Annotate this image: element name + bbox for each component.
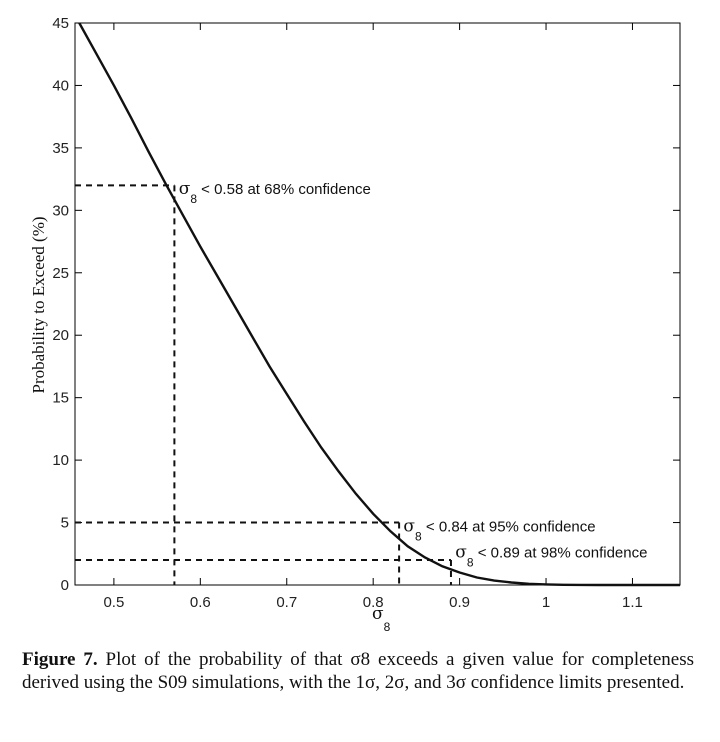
y-tick-label: 40 [52, 77, 69, 94]
y-tick-label: 20 [52, 327, 69, 344]
probability-curve [78, 22, 680, 587]
annotation-symbol: σ [403, 516, 415, 536]
annotation-text: < 0.89 at 98% confidence [474, 545, 648, 562]
figure-caption: Figure 7. Plot of the probability of tha… [22, 648, 694, 694]
confidence-lines [75, 184, 452, 585]
annotation-subscript: 8 [415, 529, 422, 543]
x-tick-label: 0.8 [363, 594, 384, 611]
y-axis-label: Probability to Exceed (%) [29, 216, 48, 393]
plot-frame [74, 22, 681, 586]
annotation-text: < 0.58 at 68% confidence [197, 181, 371, 198]
axis-ticks [75, 22, 680, 586]
y-tick-label: 35 [52, 140, 69, 157]
annotation-subscript: 8 [467, 556, 474, 570]
x-tick-labels: 0.5 0.6 0.7 0.8 0.9 1 1.1 [103, 594, 642, 611]
x-axis-label-symbol: σ [372, 604, 384, 624]
caption-text: Plot of the probability of that σ8 excee… [22, 649, 694, 693]
annotation-symbol: σ [179, 179, 191, 199]
x-tick-label: 1 [542, 594, 550, 611]
x-axis-label: σ8 [372, 604, 391, 634]
x-axis-label-subscript: 8 [384, 620, 391, 634]
y-tick-label: 45 [52, 15, 69, 32]
x-tick-label: 0.7 [276, 594, 297, 611]
annotation: σ8 < 0.84 at 95% confidence [403, 516, 595, 543]
chart: 0.5 0.6 0.7 0.8 0.9 1 1.1 0 5 10 15 20 25 30 35 40 45 σ… [29, 15, 681, 634]
annotation-symbol: σ [455, 543, 467, 563]
annotation: σ8 < 0.58 at 68% confidence [179, 179, 371, 206]
y-tick-label: 30 [52, 202, 69, 219]
x-tick-label: 0.9 [449, 594, 470, 611]
annotation-subscript: 8 [190, 192, 197, 206]
x-tick-label: 0.6 [190, 594, 211, 611]
y-tick-label: 5 [61, 515, 69, 532]
y-tick-label: 0 [61, 577, 69, 594]
y-tick-label: 25 [52, 265, 69, 282]
x-tick-label: 0.5 [103, 594, 124, 611]
y-tick-labels: 0 5 10 15 20 25 30 35 40 45 [52, 15, 69, 594]
annotation-text: < 0.84 at 95% confidence [422, 518, 596, 535]
y-tick-label: 10 [52, 452, 69, 469]
x-tick-label: 1.1 [622, 594, 643, 611]
caption-label: Figure 7. [22, 649, 98, 670]
annotation: σ8 < 0.89 at 98% confidence [455, 543, 647, 570]
y-tick-label: 15 [52, 390, 69, 407]
